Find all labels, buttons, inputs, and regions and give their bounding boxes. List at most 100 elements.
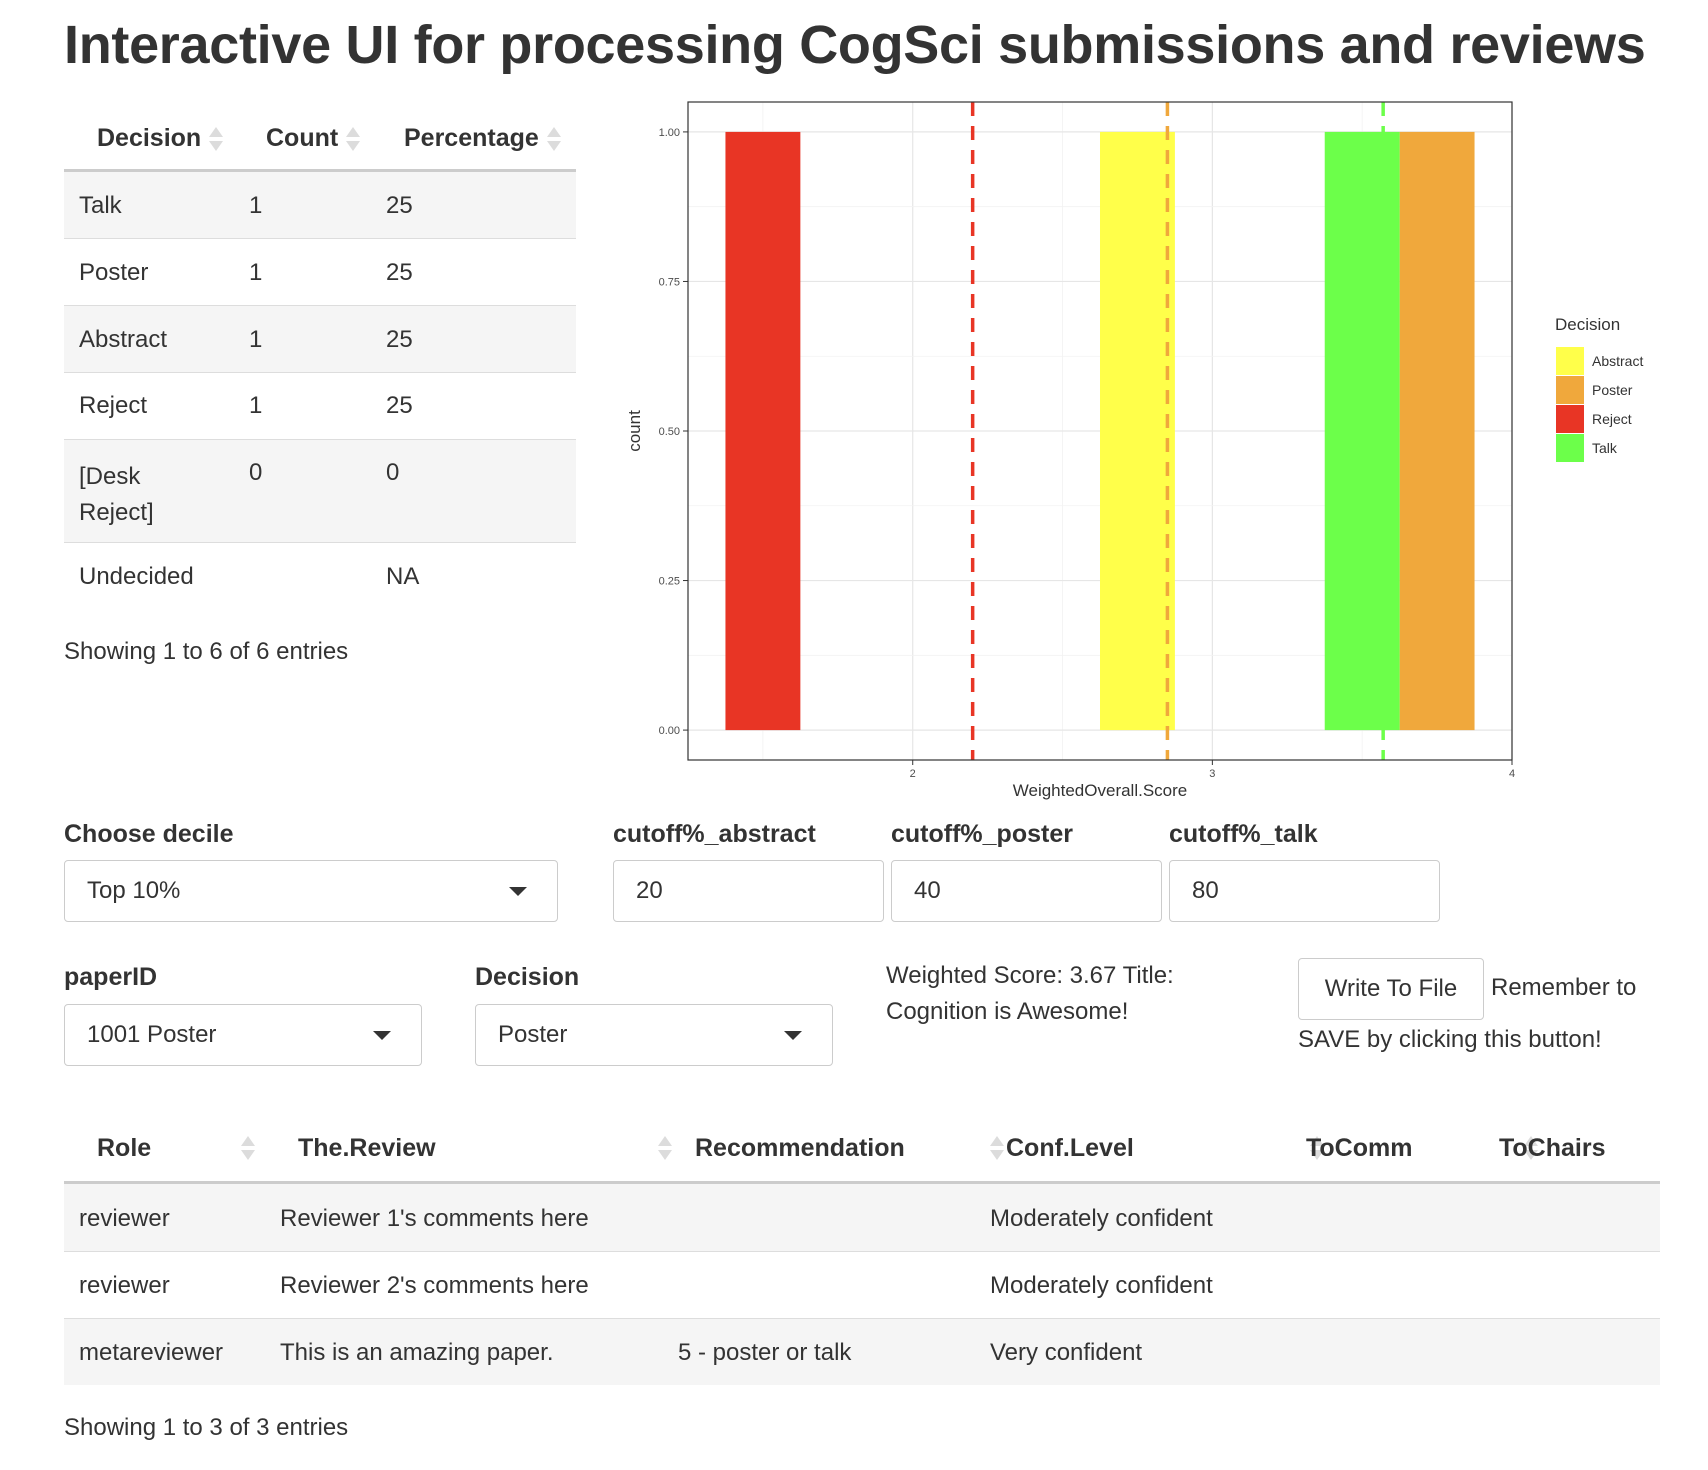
bar-reject: [725, 131, 801, 731]
cell-decision: Reject: [79, 392, 148, 419]
cell-decision: Abstract: [79, 326, 168, 353]
reminder-text-2: SAVE by clicking this button!: [1298, 1026, 1602, 1053]
col-header-review[interactable]: The.Review: [298, 1134, 436, 1162]
decile-label: Choose decile: [64, 820, 234, 848]
cell-count: 1: [249, 326, 263, 353]
chevron-down-icon: [784, 1031, 802, 1040]
cutoff-abstract-input[interactable]: 20: [613, 860, 884, 922]
cutoff-talk-label: cutoff%_talk: [1169, 820, 1318, 848]
cell-recommendation: 5 - poster or talk: [678, 1339, 852, 1366]
legend-swatch-poster: [1556, 376, 1584, 404]
sort-icon: [208, 125, 224, 153]
legend-swatch-abstract: [1556, 347, 1584, 375]
y-tick-label: 1.00: [659, 127, 680, 139]
header-divider: [64, 169, 576, 172]
cell-percentage: 25: [386, 259, 413, 286]
bar-talk: [1324, 131, 1400, 731]
paperid-select-value: 1001 Poster: [87, 1021, 217, 1048]
cutoff-poster-value: 40: [914, 877, 941, 904]
cell-decision: Poster: [79, 259, 149, 286]
row-divider: [64, 1318, 1660, 1319]
bar-abstract: [1100, 131, 1175, 731]
cell-decision: Talk: [79, 192, 122, 219]
x-tick-label: 3: [1209, 768, 1215, 780]
table-row: [64, 440, 576, 542]
table-row: [64, 172, 576, 238]
cutoff-poster-label: cutoff%_poster: [891, 820, 1073, 848]
paperid-select[interactable]: 1001 Poster: [64, 1004, 422, 1066]
decile-select[interactable]: Top 10%: [64, 860, 558, 922]
sort-icon: [345, 125, 361, 153]
page-title: Interactive UI for processing CogSci sub…: [64, 15, 1646, 75]
histogram-chart: 0.00 0.25 0.50 0.75 1.00 2 3 4 WeightedOverall.S…: [625, 101, 1643, 800]
table-info: Showing 1 to 3 of 3 entries: [64, 1414, 349, 1441]
decision-select[interactable]: Poster: [475, 1004, 833, 1066]
chevron-down-icon: [509, 887, 527, 896]
sort-icon: [546, 125, 562, 153]
x-tick-label: 2: [910, 768, 916, 780]
cell-review: Reviewer 2's comments here: [280, 1272, 589, 1299]
row-divider: [64, 238, 576, 239]
legend-label: Abstract: [1592, 353, 1643, 369]
cell-count: 1: [249, 259, 263, 286]
sort-icon: [657, 1134, 673, 1162]
row-divider: [64, 439, 576, 440]
cell-conf-level: Moderately confident: [990, 1272, 1213, 1299]
row-divider: [64, 1251, 1660, 1252]
y-tick-label: 0.00: [659, 725, 680, 737]
write-to-file-button[interactable]: Write To File: [1298, 958, 1484, 1020]
cell-conf-level: Very confident: [990, 1339, 1143, 1366]
legend-title: Decision: [1555, 315, 1620, 334]
score-line: Weighted Score: 3.67 Title:: [886, 962, 1174, 989]
col-header-role[interactable]: Role: [97, 1134, 152, 1162]
decision-select-value: Poster: [498, 1021, 568, 1048]
cutoff-talk-input[interactable]: 80: [1169, 860, 1440, 922]
y-axis-label: count: [625, 410, 644, 452]
cell-percentage: 25: [386, 326, 413, 353]
decision-label: Decision: [475, 963, 580, 991]
paperid-label: paperID: [64, 963, 158, 991]
cutoff-abstract-value: 20: [636, 877, 663, 904]
header-divider: [64, 1181, 1660, 1184]
legend-label: Reject: [1592, 411, 1632, 427]
cell-percentage: 25: [386, 392, 413, 419]
table-row: [64, 1319, 1660, 1385]
cell-count: 0: [249, 459, 263, 486]
cell-percentage: NA: [386, 563, 420, 590]
cell-count: 1: [249, 392, 263, 419]
col-header-decision[interactable]: Decision: [97, 124, 224, 153]
col-header-conf-level[interactable]: Conf.Level: [1006, 1134, 1134, 1162]
row-divider: [64, 542, 576, 543]
cell-role: metareviewer: [79, 1339, 224, 1366]
cell-decision: [Desk Reject]: [79, 463, 154, 526]
cutoff-poster-input[interactable]: 40: [891, 860, 1162, 922]
legend-swatch-reject: [1556, 405, 1584, 433]
col-header-tocomm[interactable]: ToComm: [1306, 1134, 1413, 1162]
y-tick-label: 0.50: [659, 426, 680, 438]
cell-percentage: 0: [386, 459, 400, 486]
y-tick-label: 0.75: [659, 276, 680, 288]
col-header-tochairs[interactable]: ToChairs: [1499, 1134, 1606, 1162]
cell-count: 1: [249, 192, 263, 219]
cutoff-abstract-label: cutoff%_abstract: [613, 820, 816, 848]
legend-swatch-talk: [1556, 434, 1584, 462]
x-axis-label: WeightedOverall.Score: [1013, 781, 1188, 800]
col-header-percentage[interactable]: Percentage: [404, 124, 562, 153]
col-header-count[interactable]: Count: [266, 124, 361, 153]
sort-icon: [1309, 1134, 1325, 1162]
bar-poster: [1399, 131, 1475, 731]
row-divider: [64, 372, 576, 373]
y-tick-label: 0.25: [659, 576, 680, 588]
weighted-score-text: Weighted Score: 3.67 Title: Cognition is…: [886, 958, 1174, 1030]
cell-conf-level: Moderately confident: [990, 1205, 1213, 1232]
reminder-text-1: Remember to: [1491, 974, 1637, 1001]
sort-icon: [240, 1134, 256, 1162]
cell-decision: Undecided: [79, 563, 194, 590]
col-header-recommendation[interactable]: Recommendation: [695, 1134, 905, 1162]
cell-percentage: 25: [386, 192, 413, 219]
legend-label: Poster: [1592, 382, 1633, 398]
cell-review: Reviewer 1's comments here: [280, 1205, 589, 1232]
x-tick-label: 4: [1509, 768, 1515, 780]
table-info: Showing 1 to 6 of 6 entries: [64, 638, 349, 665]
